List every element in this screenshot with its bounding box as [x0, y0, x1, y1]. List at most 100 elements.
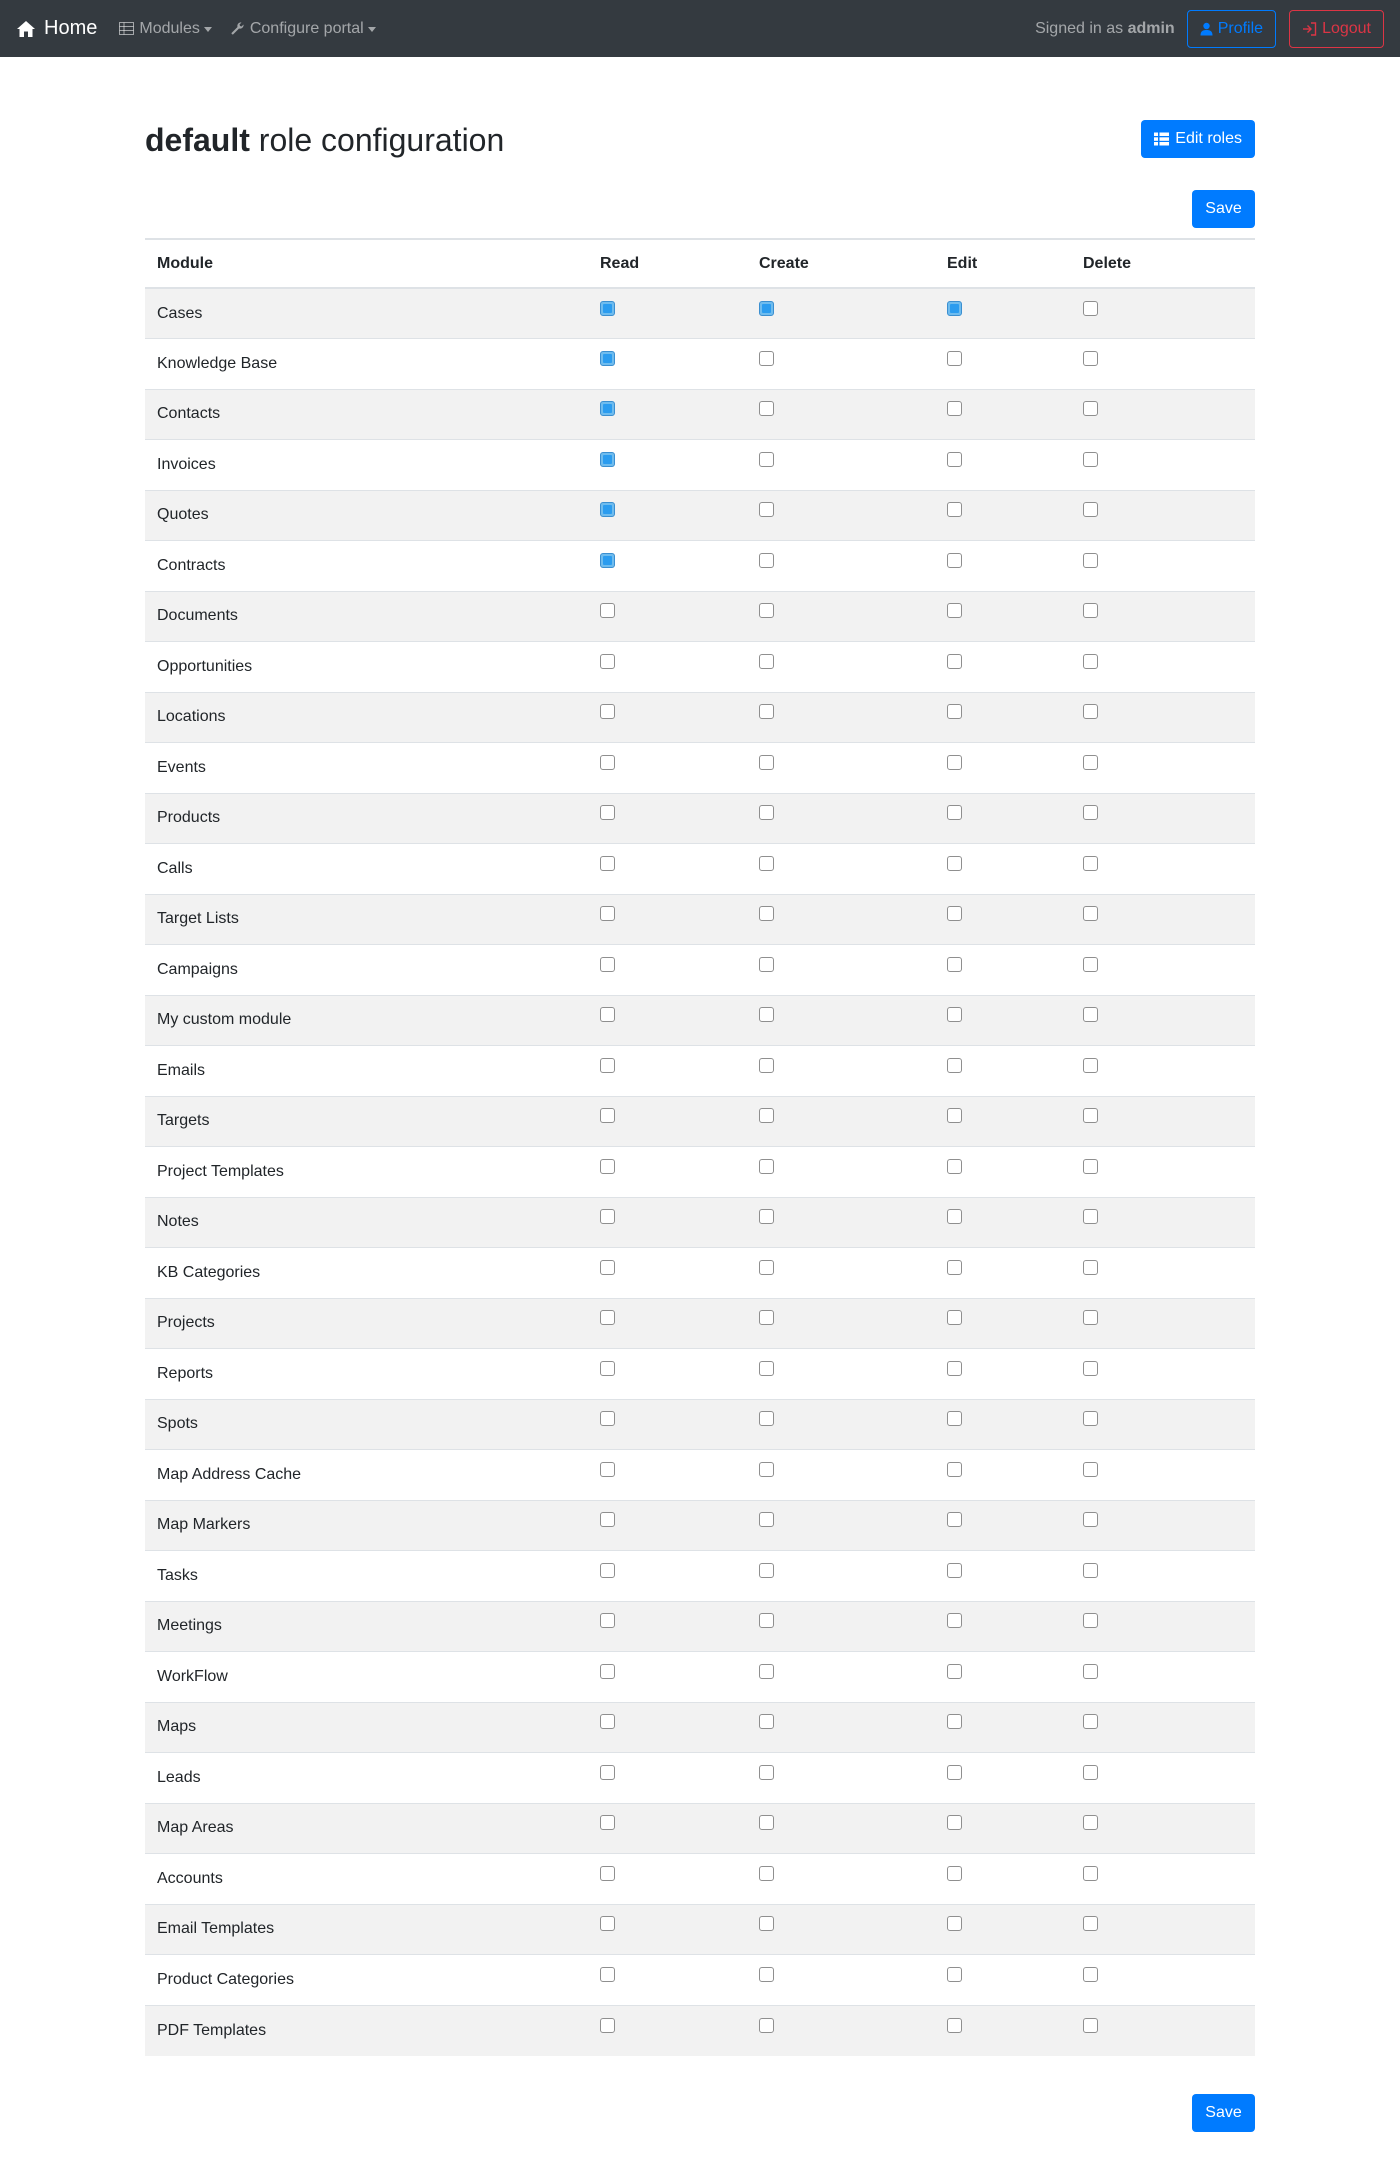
create-checkbox[interactable] — [759, 1360, 774, 1376]
read-checkbox[interactable] — [600, 451, 615, 467]
create-checkbox[interactable] — [759, 1259, 774, 1275]
edit-checkbox[interactable] — [947, 1613, 962, 1629]
create-checkbox[interactable] — [759, 754, 774, 770]
delete-checkbox[interactable] — [1083, 1815, 1098, 1831]
read-checkbox[interactable] — [600, 1966, 615, 1982]
edit-checkbox[interactable] — [947, 300, 962, 316]
delete-checkbox[interactable] — [1083, 1259, 1098, 1275]
read-checkbox[interactable] — [600, 1815, 615, 1831]
edit-checkbox[interactable] — [947, 956, 962, 972]
delete-checkbox[interactable] — [1083, 1663, 1098, 1679]
read-checkbox[interactable] — [600, 1562, 615, 1578]
read-checkbox[interactable] — [600, 805, 615, 821]
logout-button[interactable]: Logout — [1289, 9, 1384, 48]
create-checkbox[interactable] — [759, 502, 774, 518]
create-checkbox[interactable] — [759, 1865, 774, 1881]
create-checkbox[interactable] — [759, 1916, 774, 1932]
modules-dropdown[interactable]: Modules — [119, 20, 212, 38]
edit-checkbox[interactable] — [947, 653, 962, 669]
read-checkbox[interactable] — [600, 754, 615, 770]
edit-checkbox[interactable] — [947, 1663, 962, 1679]
edit-checkbox[interactable] — [947, 1461, 962, 1477]
save-button-top[interactable]: Save — [1192, 190, 1255, 228]
read-checkbox[interactable] — [600, 906, 615, 922]
edit-checkbox[interactable] — [947, 1764, 962, 1780]
delete-checkbox[interactable] — [1083, 855, 1098, 871]
edit-checkbox[interactable] — [947, 1815, 962, 1831]
edit-checkbox[interactable] — [947, 1209, 962, 1225]
delete-checkbox[interactable] — [1083, 1360, 1098, 1376]
configure-portal-dropdown[interactable]: Configure portal — [230, 20, 376, 38]
save-button-bottom[interactable]: Save — [1192, 2094, 1255, 2132]
create-checkbox[interactable] — [759, 653, 774, 669]
delete-checkbox[interactable] — [1083, 1562, 1098, 1578]
read-checkbox[interactable] — [600, 1057, 615, 1073]
edit-checkbox[interactable] — [947, 401, 962, 417]
read-checkbox[interactable] — [600, 1714, 615, 1730]
read-checkbox[interactable] — [600, 1360, 615, 1376]
read-checkbox[interactable] — [600, 1461, 615, 1477]
edit-checkbox[interactable] — [947, 2017, 962, 2033]
read-checkbox[interactable] — [600, 956, 615, 972]
create-checkbox[interactable] — [759, 704, 774, 720]
edit-checkbox[interactable] — [947, 1512, 962, 1528]
edit-checkbox[interactable] — [947, 1310, 962, 1326]
delete-checkbox[interactable] — [1083, 1310, 1098, 1326]
edit-checkbox[interactable] — [947, 704, 962, 720]
read-checkbox[interactable] — [600, 552, 615, 568]
read-checkbox[interactable] — [600, 1613, 615, 1629]
create-checkbox[interactable] — [759, 1461, 774, 1477]
edit-checkbox[interactable] — [947, 603, 962, 619]
delete-checkbox[interactable] — [1083, 1461, 1098, 1477]
edit-checkbox[interactable] — [947, 855, 962, 871]
delete-checkbox[interactable] — [1083, 956, 1098, 972]
create-checkbox[interactable] — [759, 1057, 774, 1073]
edit-checkbox[interactable] — [947, 1158, 962, 1174]
delete-checkbox[interactable] — [1083, 1007, 1098, 1023]
read-checkbox[interactable] — [600, 855, 615, 871]
delete-checkbox[interactable] — [1083, 552, 1098, 568]
create-checkbox[interactable] — [759, 1663, 774, 1679]
create-checkbox[interactable] — [759, 1562, 774, 1578]
delete-checkbox[interactable] — [1083, 1158, 1098, 1174]
delete-checkbox[interactable] — [1083, 2017, 1098, 2033]
delete-checkbox[interactable] — [1083, 1512, 1098, 1528]
create-checkbox[interactable] — [759, 1310, 774, 1326]
edit-checkbox[interactable] — [947, 1966, 962, 1982]
create-checkbox[interactable] — [759, 401, 774, 417]
create-checkbox[interactable] — [759, 300, 774, 316]
create-checkbox[interactable] — [759, 1764, 774, 1780]
delete-checkbox[interactable] — [1083, 603, 1098, 619]
create-checkbox[interactable] — [759, 603, 774, 619]
delete-checkbox[interactable] — [1083, 805, 1098, 821]
edit-checkbox[interactable] — [947, 1057, 962, 1073]
home-link[interactable]: Home — [16, 17, 97, 40]
edit-checkbox[interactable] — [947, 350, 962, 366]
create-checkbox[interactable] — [759, 350, 774, 366]
edit-roles-button[interactable]: Edit roles — [1141, 120, 1255, 158]
delete-checkbox[interactable] — [1083, 1209, 1098, 1225]
create-checkbox[interactable] — [759, 1209, 774, 1225]
delete-checkbox[interactable] — [1083, 350, 1098, 366]
create-checkbox[interactable] — [759, 1966, 774, 1982]
delete-checkbox[interactable] — [1083, 906, 1098, 922]
edit-checkbox[interactable] — [947, 1562, 962, 1578]
create-checkbox[interactable] — [759, 1714, 774, 1730]
create-checkbox[interactable] — [759, 2017, 774, 2033]
read-checkbox[interactable] — [600, 300, 615, 316]
create-checkbox[interactable] — [759, 1613, 774, 1629]
read-checkbox[interactable] — [600, 704, 615, 720]
delete-checkbox[interactable] — [1083, 451, 1098, 467]
read-checkbox[interactable] — [600, 1865, 615, 1881]
edit-checkbox[interactable] — [947, 754, 962, 770]
read-checkbox[interactable] — [600, 1764, 615, 1780]
delete-checkbox[interactable] — [1083, 1865, 1098, 1881]
read-checkbox[interactable] — [600, 1663, 615, 1679]
create-checkbox[interactable] — [759, 1158, 774, 1174]
edit-checkbox[interactable] — [947, 805, 962, 821]
edit-checkbox[interactable] — [947, 1360, 962, 1376]
read-checkbox[interactable] — [600, 1108, 615, 1124]
edit-checkbox[interactable] — [947, 1108, 962, 1124]
edit-checkbox[interactable] — [947, 906, 962, 922]
edit-checkbox[interactable] — [947, 1007, 962, 1023]
